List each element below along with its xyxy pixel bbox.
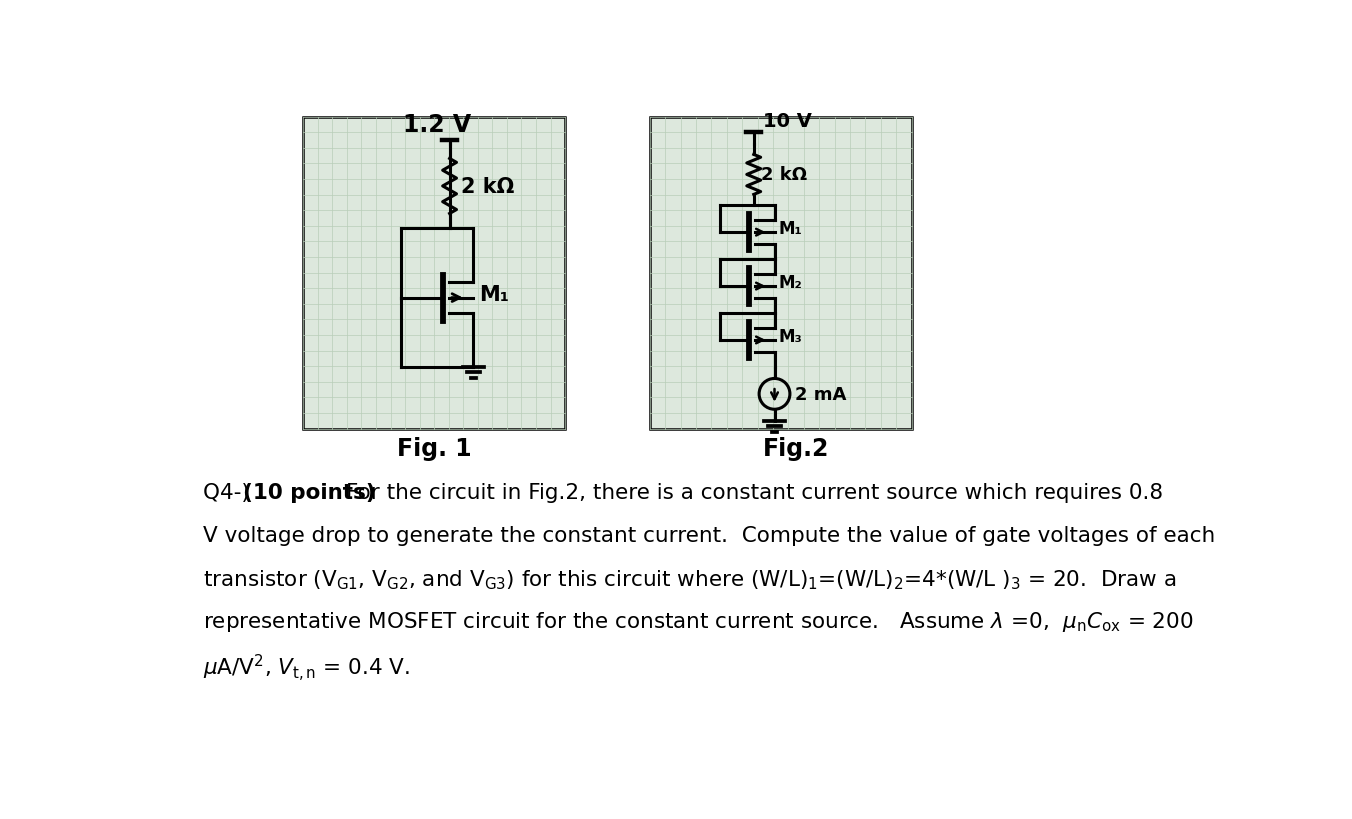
Text: 2 kΩ: 2 kΩ (761, 166, 807, 184)
Text: M₁: M₁ (480, 284, 510, 305)
Text: 10 V: 10 V (763, 111, 811, 130)
Text: V voltage drop to generate the constant current.  Compute the value of gate volt: V voltage drop to generate the constant … (203, 525, 1215, 545)
Text: M₁: M₁ (779, 220, 802, 238)
Text: Q4-): Q4-) (203, 483, 257, 503)
Text: 2 kΩ: 2 kΩ (461, 177, 515, 197)
Text: M₂: M₂ (779, 274, 802, 292)
Text: representative MOSFET circuit for the constant current source.   Assume $\lambda: representative MOSFET circuit for the co… (203, 609, 1194, 634)
Bar (303, 117, 565, 429)
Text: 2 mA: 2 mA (795, 386, 846, 403)
Text: $\mu$A/V$^{\mathregular{2}}$, $V_{\mathregular{t,n}}$ = 0.4 V.: $\mu$A/V$^{\mathregular{2}}$, $V_{\mathr… (203, 652, 410, 683)
Text: For the circuit in Fig.2, there is a constant current source which requires 0.8: For the circuit in Fig.2, there is a con… (346, 483, 1163, 503)
Text: Fig.2: Fig.2 (763, 437, 829, 460)
Text: Fig. 1: Fig. 1 (397, 437, 472, 460)
Text: 1.2 V: 1.2 V (403, 113, 472, 137)
Text: M₃: M₃ (779, 328, 802, 346)
Text: (10 points): (10 points) (243, 483, 376, 503)
Bar (650, 117, 911, 429)
Text: transistor (V$_{\mathregular{G1}}$, V$_{\mathregular{G2}}$, and V$_{\mathregular: transistor (V$_{\mathregular{G1}}$, V$_{… (203, 568, 1176, 591)
